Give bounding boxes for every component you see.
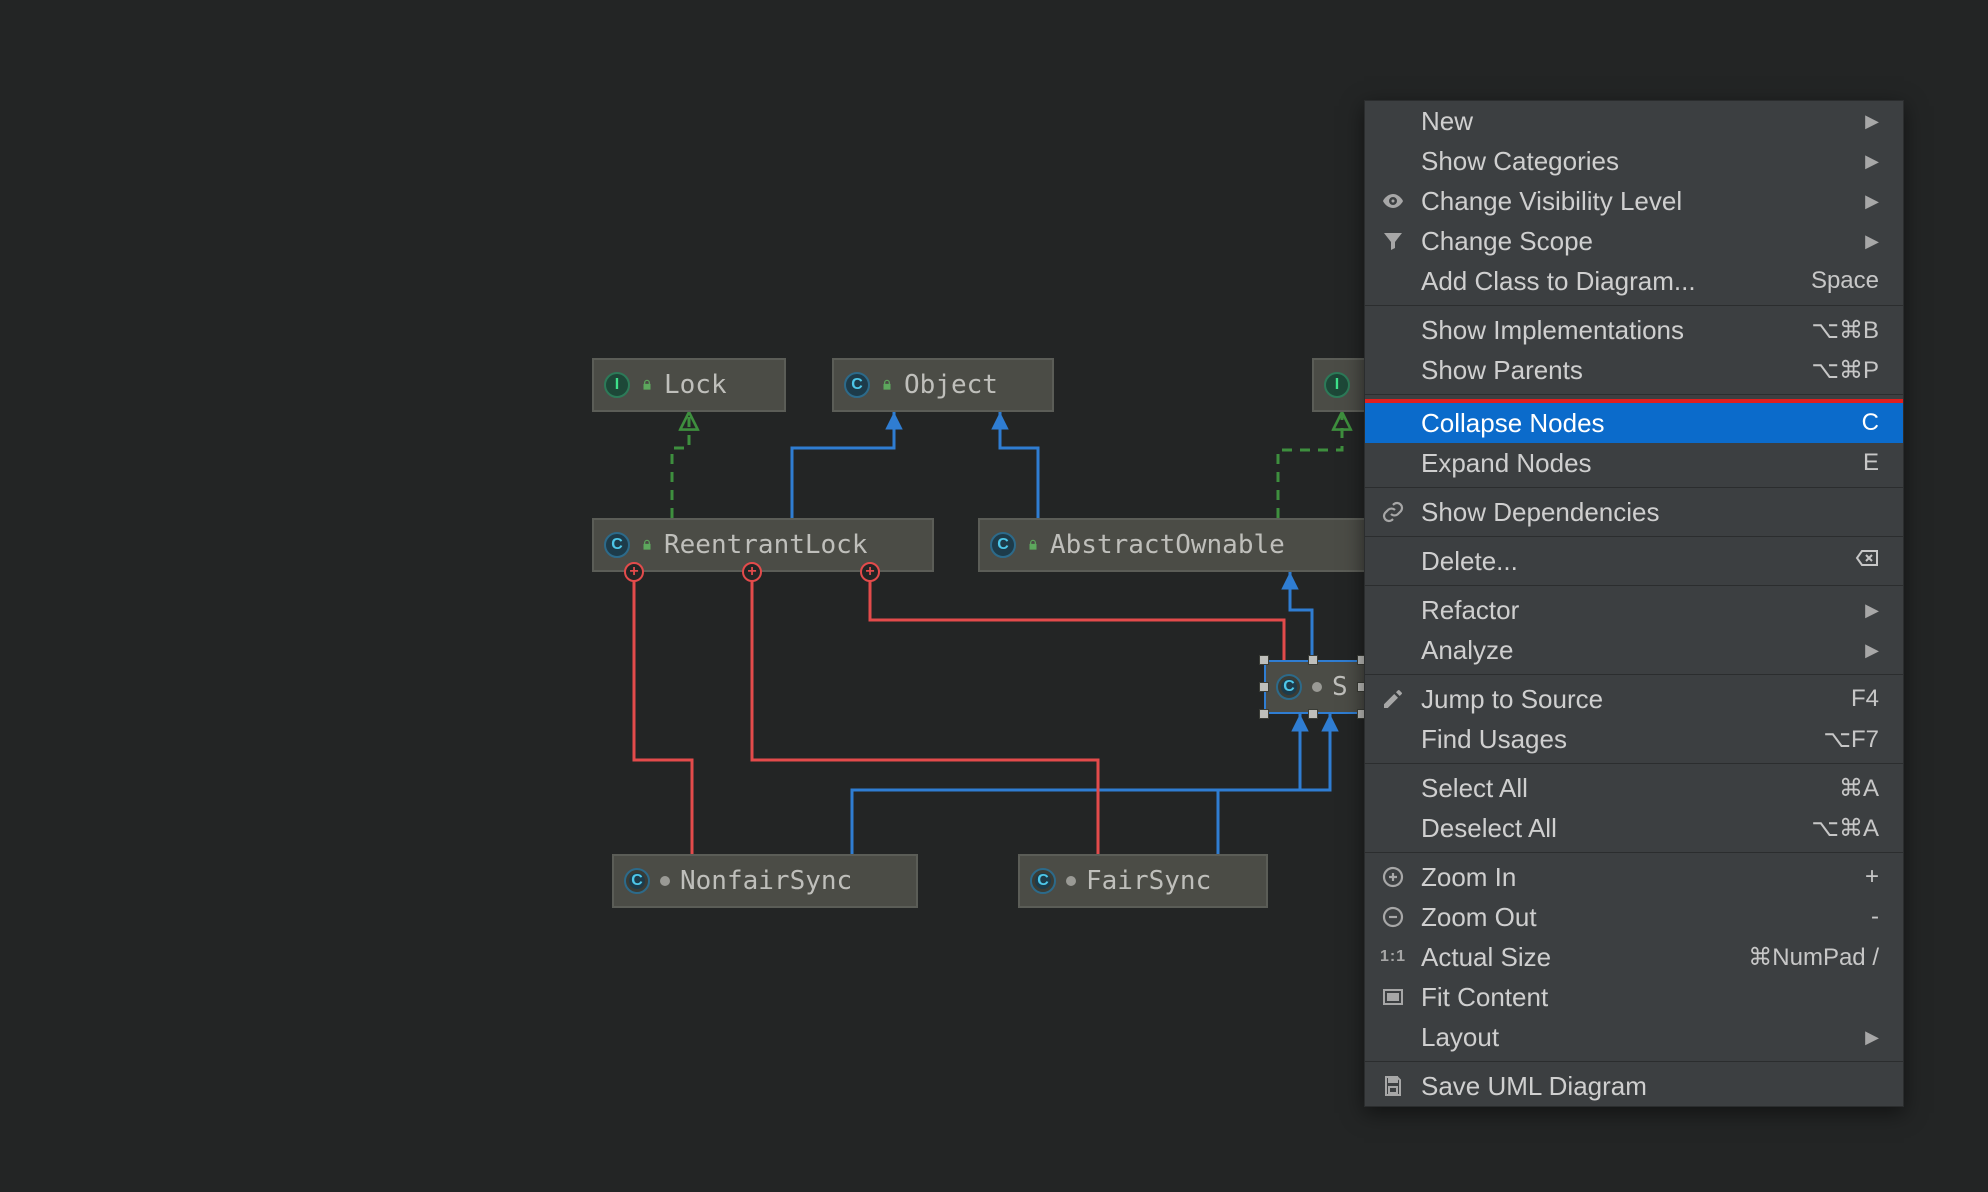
diagram-node-object[interactable]: C Object xyxy=(832,358,1054,412)
save-icon xyxy=(1379,1074,1407,1098)
menu-item-label: Analyze xyxy=(1421,635,1851,666)
eye-icon xyxy=(1379,189,1407,213)
context-menu[interactable]: New▶Show Categories▶Change Visibility Le… xyxy=(1364,100,1904,1107)
menu-item-refactor[interactable]: Refactor ▶ xyxy=(1365,590,1903,630)
menu-item-label: Fit Content xyxy=(1421,982,1879,1013)
selection-handle[interactable] xyxy=(1308,709,1318,719)
submenu-arrow-icon: ▶ xyxy=(1865,1027,1879,1048)
selection-handle[interactable] xyxy=(1259,709,1269,719)
menu-item-label: Deselect All xyxy=(1421,813,1797,844)
menu-item-label: Actual Size xyxy=(1421,942,1734,973)
menu-item-change-visibility-level[interactable]: Change Visibility Level ▶ xyxy=(1365,181,1903,221)
diagram-node-label: FairSync xyxy=(1086,866,1211,896)
zoom-in-icon xyxy=(1379,865,1407,889)
diagram-node-absown[interactable]: C AbstractOwnable xyxy=(978,518,1366,572)
menu-item-change-scope[interactable]: Change Scope ▶ xyxy=(1365,221,1903,261)
menu-item-label: Save UML Diagram xyxy=(1421,1071,1879,1102)
menu-shortcut: ⌥⌘B xyxy=(1811,316,1879,345)
menu-item-label: Zoom In xyxy=(1421,862,1851,893)
menu-item-label: Show Implementations xyxy=(1421,315,1797,346)
menu-item-label: Collapse Nodes xyxy=(1421,408,1848,439)
menu-item-deselect-all[interactable]: Deselect All ⌥⌘A xyxy=(1365,808,1903,848)
pencil-icon xyxy=(1379,687,1407,711)
diagram-node-label: ReentrantLock xyxy=(664,530,868,560)
menu-item-label: Layout xyxy=(1421,1022,1851,1053)
menu-item-zoom-out[interactable]: Zoom Out- xyxy=(1365,897,1903,937)
menu-item-fit-content[interactable]: Fit Content xyxy=(1365,977,1903,1017)
diagram-node-label: Lock xyxy=(664,370,727,400)
selection-handle[interactable] xyxy=(1259,682,1269,692)
menu-shortcut: + xyxy=(1865,863,1879,891)
submenu-arrow-icon: ▶ xyxy=(1865,111,1879,132)
menu-item-select-all[interactable]: Select All ⌘A xyxy=(1365,768,1903,808)
diagram-node-sync[interactable]: CS xyxy=(1264,660,1368,714)
one-one-icon: 1:1 xyxy=(1379,948,1407,966)
menu-item-find-usages[interactable]: Find Usages ⌥F7 xyxy=(1365,719,1903,759)
menu-shortcut: F4 xyxy=(1851,685,1879,713)
fit-icon xyxy=(1379,985,1407,1009)
zoom-out-icon xyxy=(1379,905,1407,929)
menu-item-label: Show Categories xyxy=(1421,146,1851,177)
menu-item-analyze[interactable]: Analyze ▶ xyxy=(1365,630,1903,670)
menu-item-label: Add Class to Diagram... xyxy=(1421,266,1797,297)
menu-item-label: Select All xyxy=(1421,773,1825,804)
menu-item-new[interactable]: New ▶ xyxy=(1365,101,1903,141)
menu-item-jump-to-source[interactable]: Jump to Source F4 xyxy=(1365,679,1903,719)
diagram-node-label: Object xyxy=(904,370,998,400)
menu-item-label: Expand Nodes xyxy=(1421,448,1849,479)
inner-class-plus-icon: + xyxy=(742,562,762,582)
diagram-node-label: S xyxy=(1332,672,1348,702)
menu-item-label: Delete... xyxy=(1421,546,1841,577)
menu-shortcut: E xyxy=(1863,449,1879,477)
submenu-arrow-icon: ▶ xyxy=(1865,640,1879,661)
menu-item-layout[interactable]: Layout ▶ xyxy=(1365,1017,1903,1057)
menu-shortcut: ⌥⌘P xyxy=(1811,356,1879,385)
selection-handle[interactable] xyxy=(1259,655,1269,665)
menu-shortcut: ⌘A xyxy=(1839,774,1879,803)
backspace-icon xyxy=(1855,546,1879,577)
menu-item-label: New xyxy=(1421,106,1851,137)
menu-item-delete[interactable]: Delete... xyxy=(1365,541,1903,581)
menu-item-actual-size[interactable]: 1:1 Actual Size ⌘NumPad / xyxy=(1365,937,1903,977)
menu-item-label: Jump to Source xyxy=(1421,684,1837,715)
menu-item-zoom-in[interactable]: Zoom In + xyxy=(1365,857,1903,897)
diagram-node-nonfair[interactable]: CNonfairSync xyxy=(612,854,918,908)
menu-item-expand-nodes[interactable]: Expand Nodes E xyxy=(1365,443,1903,483)
menu-shortcut: - xyxy=(1871,903,1879,931)
link-icon xyxy=(1379,500,1407,524)
menu-item-label: Zoom Out xyxy=(1421,902,1857,933)
diagram-node-fair[interactable]: CFairSync xyxy=(1018,854,1268,908)
submenu-arrow-icon: ▶ xyxy=(1865,191,1879,212)
funnel-icon xyxy=(1379,229,1407,253)
menu-item-label: Change Visibility Level xyxy=(1421,186,1851,217)
diagram-node-lock[interactable]: I Lock xyxy=(592,358,786,412)
menu-item-label: Refactor xyxy=(1421,595,1851,626)
diagram-node-label: AbstractOwnable xyxy=(1050,530,1285,560)
menu-item-show-dependencies[interactable]: Show Dependencies xyxy=(1365,492,1903,532)
menu-shortcut: ⌘NumPad / xyxy=(1748,943,1879,972)
menu-item-collapse-nodes[interactable]: Collapse Nodes C xyxy=(1365,403,1903,443)
menu-item-show-categories[interactable]: Show Categories ▶ xyxy=(1365,141,1903,181)
menu-shortcut: ⌥⌘A xyxy=(1811,814,1879,843)
menu-item-label: Show Dependencies xyxy=(1421,497,1879,528)
menu-shortcut: Space xyxy=(1811,267,1879,295)
diagram-node-label: NonfairSync xyxy=(680,866,852,896)
diagram-node-reentr[interactable]: C ReentrantLock xyxy=(592,518,934,572)
menu-item-show-parents[interactable]: Show Parents ⌥⌘P xyxy=(1365,350,1903,390)
inner-class-plus-icon: + xyxy=(624,562,644,582)
menu-item-label: Show Parents xyxy=(1421,355,1797,386)
selection-handle[interactable] xyxy=(1308,655,1318,665)
submenu-arrow-icon: ▶ xyxy=(1865,231,1879,252)
menu-shortcut: ⌥F7 xyxy=(1823,725,1879,754)
submenu-arrow-icon: ▶ xyxy=(1865,151,1879,172)
menu-item-add-class-to-diagram[interactable]: Add Class to Diagram... Space xyxy=(1365,261,1903,301)
menu-item-save-uml-diagram[interactable]: Save UML Diagram xyxy=(1365,1066,1903,1106)
submenu-arrow-icon: ▶ xyxy=(1865,600,1879,621)
menu-item-label: Find Usages xyxy=(1421,724,1809,755)
menu-shortcut: C xyxy=(1862,409,1879,437)
inner-class-plus-icon: + xyxy=(860,562,880,582)
menu-item-show-implementations[interactable]: Show Implementations ⌥⌘B xyxy=(1365,310,1903,350)
menu-item-label: Change Scope xyxy=(1421,226,1851,257)
